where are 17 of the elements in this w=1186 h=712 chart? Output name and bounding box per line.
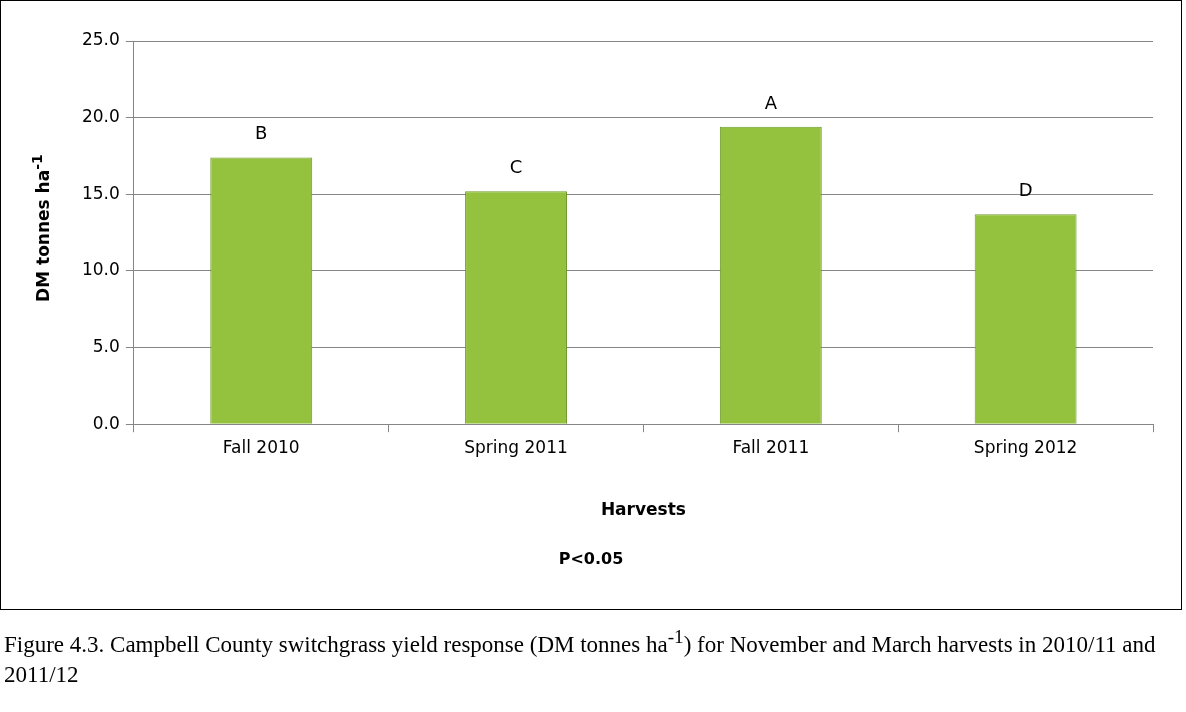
y-tick-label: 5.0 xyxy=(92,335,120,356)
x-tick-label: Spring 2012 xyxy=(973,436,1078,457)
annotation: B xyxy=(255,122,268,144)
chart-title: Figure 4.3. Campbell County switchgrass yield response (DM tonnes ha$^{-1}$) for November and March harvests in 2010/11 and 2011/12 xyxy=(4,626,1156,687)
annotation: C xyxy=(509,155,523,177)
x-tick-label: Fall 2011 xyxy=(732,436,810,457)
y-tick-label: 0.0 xyxy=(92,412,120,433)
text: P<0.05 xyxy=(557,549,625,568)
y-tick-label: 15.0 xyxy=(81,182,120,203)
x-axis-title: Harvests xyxy=(600,499,686,520)
y-tick-label: 10.0 xyxy=(81,259,120,280)
annotation: A xyxy=(764,91,778,113)
annotation: D xyxy=(1018,178,1033,200)
y-tick-label: 25.0 xyxy=(81,29,120,50)
y-tick-label: 20.0 xyxy=(81,106,120,127)
x-tick-label: Spring 2011 xyxy=(464,436,568,457)
x-tick-label: Fall 2010 xyxy=(222,436,300,457)
